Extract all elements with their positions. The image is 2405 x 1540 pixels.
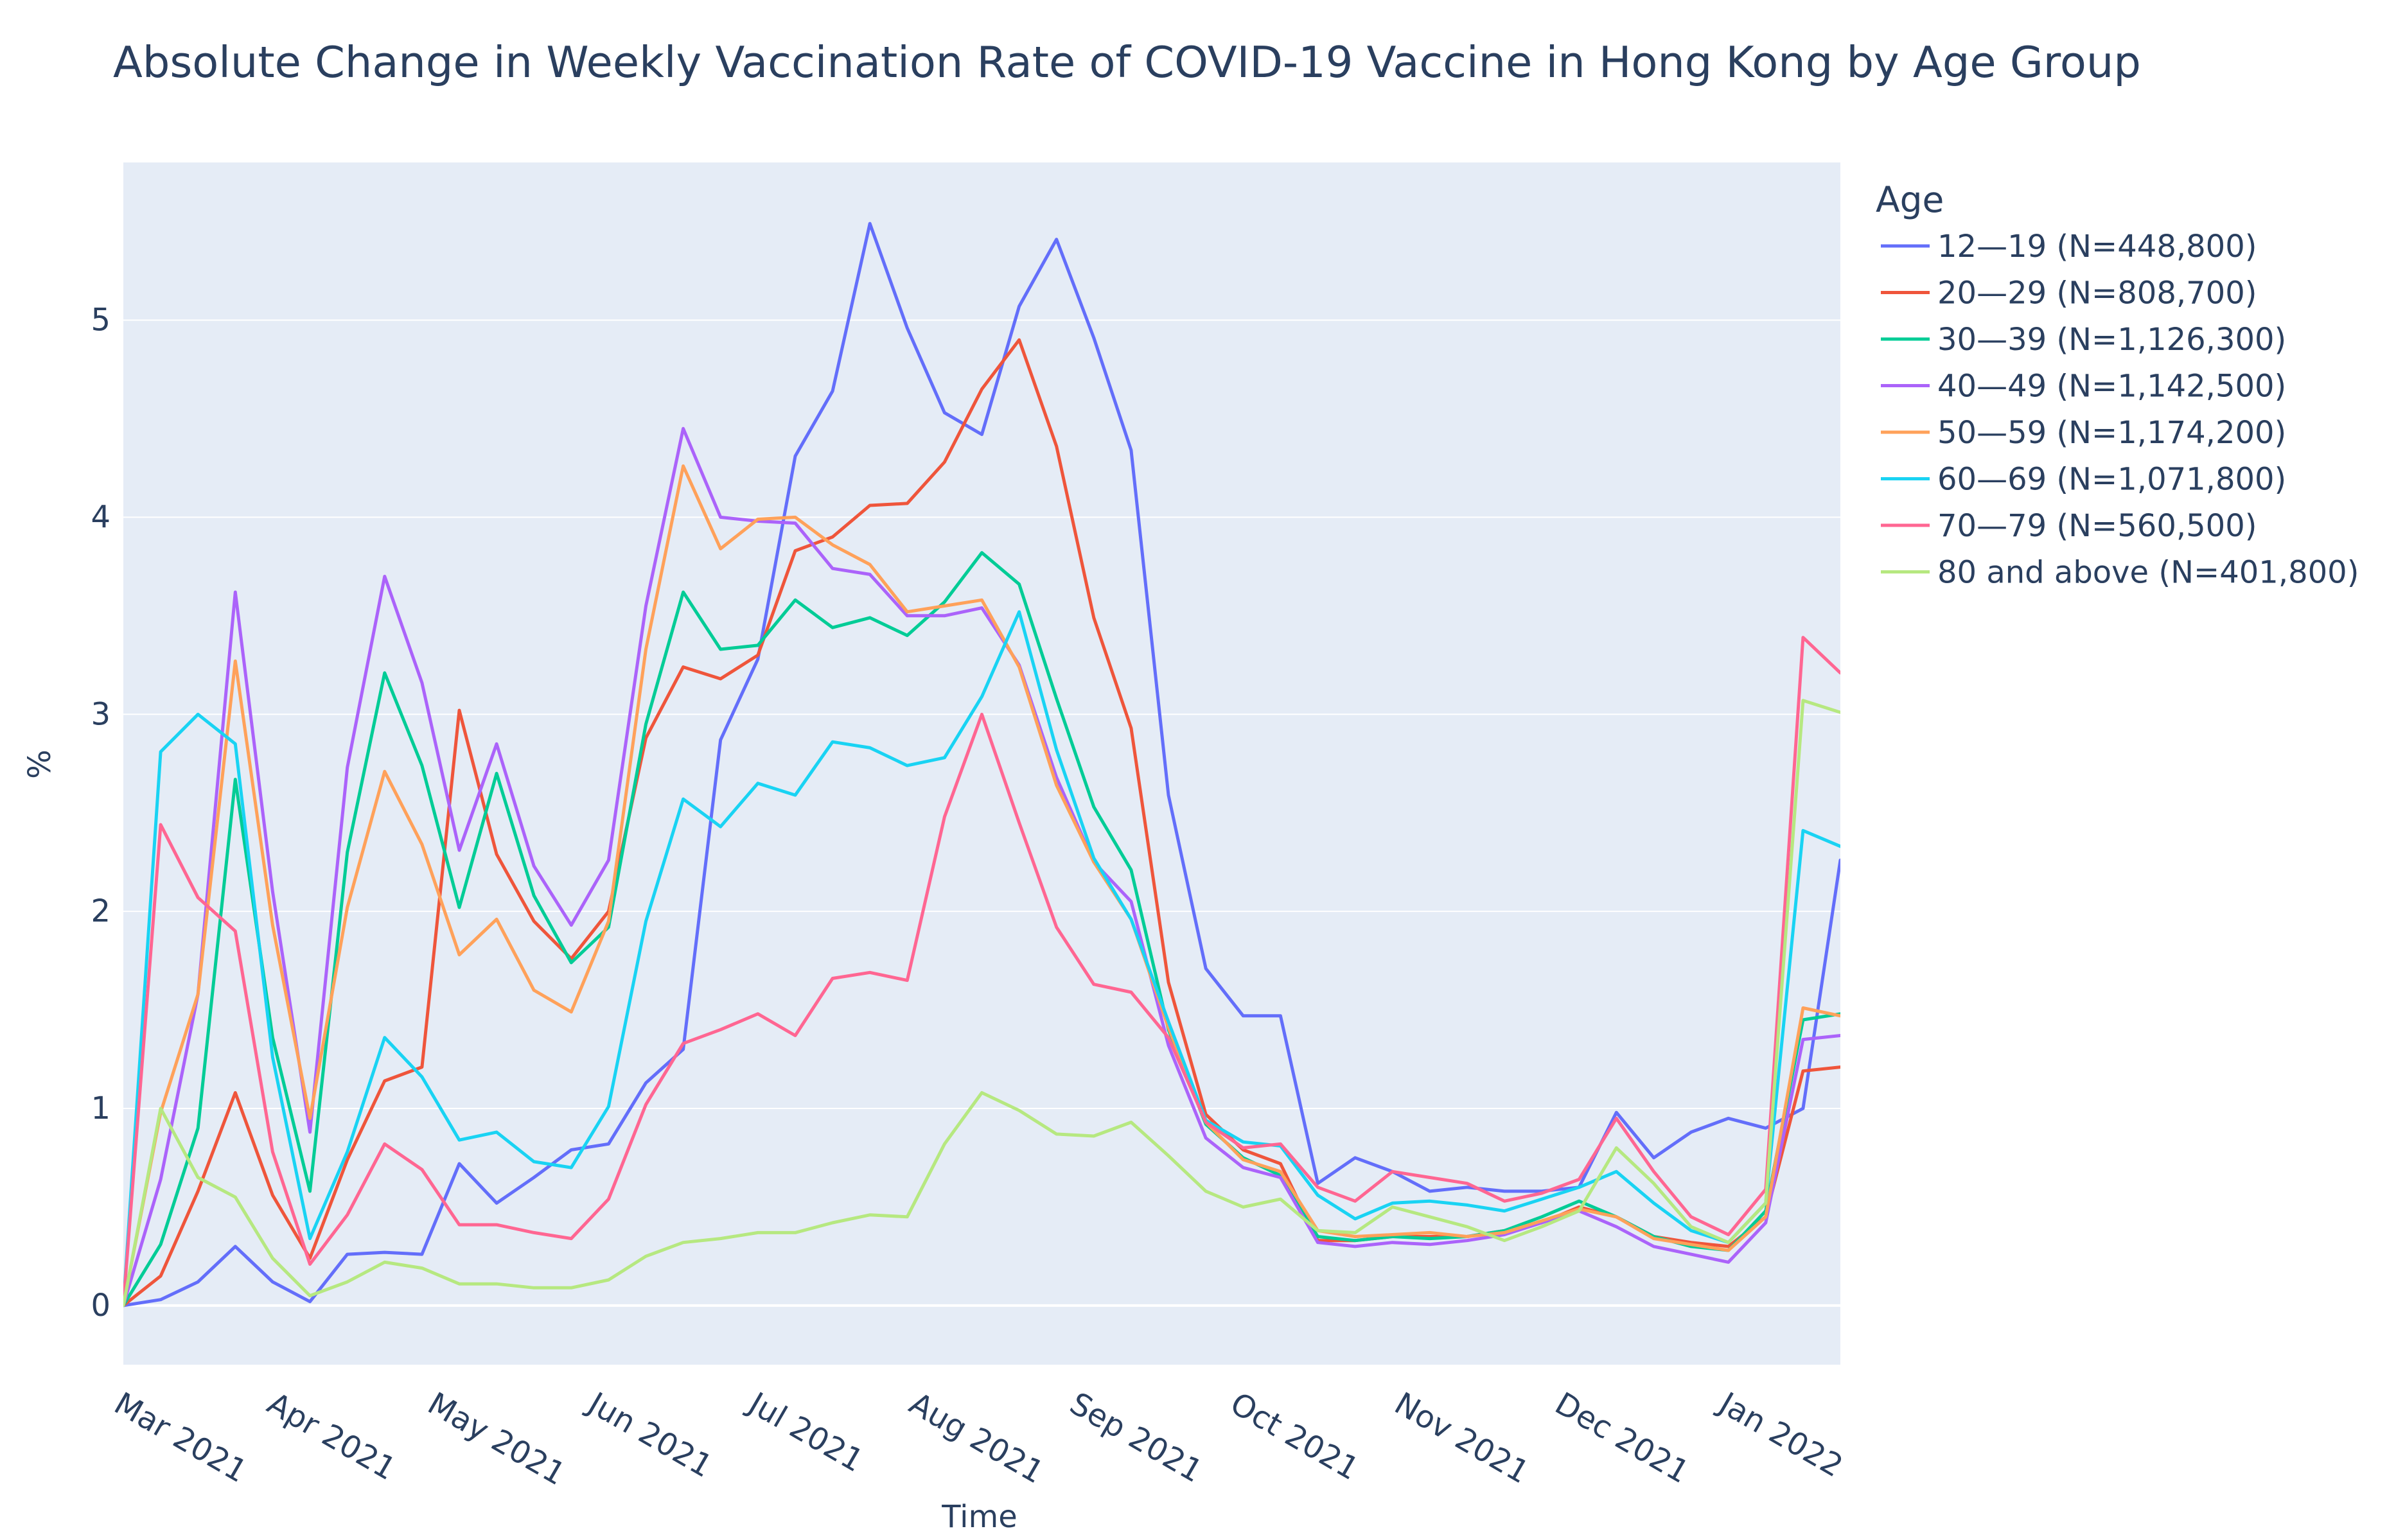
legend-entry-label[interactable]: 30—39 (N=1,126,300) <box>1937 322 2286 358</box>
series-line-2 <box>123 551 1840 1308</box>
legend-entry-label[interactable]: 20—29 (N=808,700) <box>1937 276 2257 311</box>
x-axis-ticks: Mar 2021 Apr 2021 May 2021 Jun 2021 Jul 2021… <box>108 1385 1849 1492</box>
y-axis-title: % <box>22 749 58 779</box>
x-tick-label: Jun 2021 <box>581 1385 719 1485</box>
legend-entry-label[interactable]: 80 and above (N=401,800) <box>1937 555 2359 591</box>
series-line-7 <box>123 699 1840 1308</box>
x-tick-label: Apr 2021 <box>261 1385 402 1487</box>
x-tick-label: Dec 2021 <box>1549 1385 1695 1491</box>
legend-entry-label[interactable]: 50—59 (N=1,174,200) <box>1937 415 2286 451</box>
x-tick-label: Sep 2021 <box>1064 1385 1208 1489</box>
y-tick-label: 2 <box>91 893 110 929</box>
legend-entry-label[interactable]: 12—19 (N=448,800) <box>1937 229 2257 265</box>
legend: 12—19 (N=448,800) 20—29 (N=808,700) 30—39 … <box>1881 229 2359 591</box>
plot-area <box>123 162 1840 1365</box>
legend-entry-label[interactable]: 60—69 (N=1,071,800) <box>1937 462 2286 498</box>
chart-title: Absolute Change in Weekly Vaccination Ra… <box>113 37 2141 87</box>
series-line-5 <box>123 610 1840 1308</box>
legend-entry-label[interactable]: 70—79 (N=560,500) <box>1937 508 2257 544</box>
series-lines <box>123 222 1840 1308</box>
x-tick-label: May 2021 <box>422 1385 572 1492</box>
x-axis-title: Time <box>941 1499 1017 1535</box>
legend-entry-label[interactable]: 40—49 (N=1,142,500) <box>1937 369 2286 405</box>
series-line-6 <box>123 636 1840 1308</box>
y-tick-label: 3 <box>91 696 110 732</box>
series-line-4 <box>123 464 1840 1308</box>
x-tick-label: Oct 2021 <box>1224 1385 1365 1487</box>
legend-title: Age <box>1876 179 1944 220</box>
y-tick-label: 0 <box>91 1288 110 1324</box>
y-tick-label: 4 <box>91 499 110 535</box>
x-tick-label: Nov 2021 <box>1389 1385 1535 1491</box>
y-tick-label: 5 <box>91 302 110 338</box>
x-tick-label: Jan 2022 <box>1711 1385 1849 1485</box>
y-tick-label: 1 <box>91 1090 110 1126</box>
y-axis-ticks: 0 1 2 3 4 5 <box>91 302 110 1324</box>
x-tick-label: Mar 2021 <box>108 1385 252 1489</box>
x-tick-label: Jul 2021 <box>741 1385 870 1480</box>
series-line-3 <box>123 426 1840 1308</box>
x-tick-label: Aug 2021 <box>903 1385 1050 1491</box>
gridlines <box>123 319 1840 1307</box>
